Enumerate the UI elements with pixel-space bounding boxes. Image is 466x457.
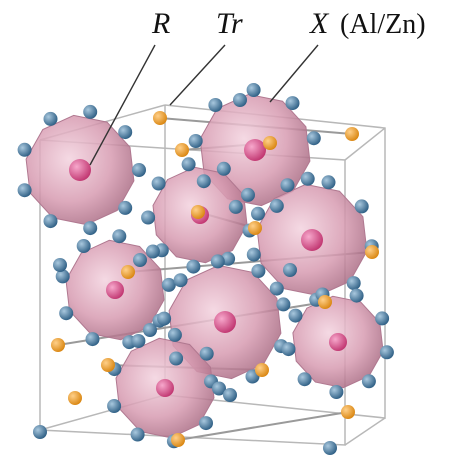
x-atom [152,177,166,191]
leader-line [170,45,225,105]
x-atom [86,332,100,346]
x-atom [286,96,300,110]
tr-atom [191,205,205,219]
x-atom [118,125,132,139]
r-atom [301,229,323,251]
tr-atom [121,265,135,279]
x-atom [229,200,243,214]
x-atom [18,143,32,157]
x-atom [329,385,343,399]
x-atom [251,264,265,278]
x-atom [362,374,376,388]
x-atom [307,131,321,145]
x-atom [33,425,47,439]
label-tr: Tr [216,7,243,40]
x-atom [118,201,132,215]
leader-line [270,45,318,102]
x-atom [375,311,389,325]
x-atom [59,306,73,320]
x-atom [169,352,183,366]
tr-atom [101,358,115,372]
x-atom [270,199,284,213]
label-x: X [309,7,330,40]
x-atom [174,273,188,287]
x-atom [270,282,284,296]
crystal-structure: R Tr X (Al/Zn) [0,0,466,457]
x-atom [282,342,296,356]
x-atom [77,239,91,253]
x-atom [200,347,214,361]
x-atom [44,214,58,228]
x-atom [283,263,297,277]
x-atom [208,98,222,112]
x-atom [199,416,213,430]
x-atom [197,174,211,188]
x-atom [143,323,157,337]
tr-atom [248,221,262,235]
x-atom [53,258,67,272]
x-atom [168,328,182,342]
x-atom [301,172,315,186]
x-atom [83,221,97,235]
x-atom [44,112,58,126]
x-atom [131,428,145,442]
x-atom [347,276,361,290]
x-atom [223,388,237,402]
x-atom [276,297,290,311]
x-atom [133,253,147,267]
x-atom [322,175,336,189]
tr-atom [175,143,189,157]
x-atom [107,399,121,413]
cell-edge [345,418,385,445]
tr-atom [51,338,65,352]
tr-atom [68,391,82,405]
tr-atom [341,405,355,419]
x-atom [18,183,32,197]
x-atom [146,245,160,259]
tr-atom [263,136,277,150]
x-atom [355,199,369,213]
r-atom [69,159,91,181]
tr-atom [365,245,379,259]
x-atom [247,248,261,262]
x-atom [83,105,97,119]
tr-atom [171,433,185,447]
x-atom [211,254,225,268]
x-atom [182,157,196,171]
x-atom [241,188,255,202]
x-atom [350,289,364,303]
r-atom [106,281,124,299]
tr-atom [318,295,332,309]
x-atom [141,211,155,225]
tr-atom [345,127,359,141]
x-atom [217,162,231,176]
x-atom [132,163,146,177]
x-atom [323,441,337,455]
x-atom [289,309,303,323]
r-atom [156,379,174,397]
tr-atom [255,363,269,377]
x-atom [112,229,126,243]
x-atom [131,334,145,348]
x-atom [186,260,200,274]
label-x-detail: (Al/Zn) [340,9,426,40]
r-atom [214,311,236,333]
x-atom [251,207,265,221]
x-atom [157,312,171,326]
x-atom [189,134,203,148]
label-r: R [151,7,170,40]
x-atom [380,345,394,359]
x-atom [298,372,312,386]
r-atom [329,333,347,351]
x-atom [233,93,247,107]
tr-atom [153,111,167,125]
r-atom [244,139,266,161]
x-atom [281,178,295,192]
x-atom [247,83,261,97]
